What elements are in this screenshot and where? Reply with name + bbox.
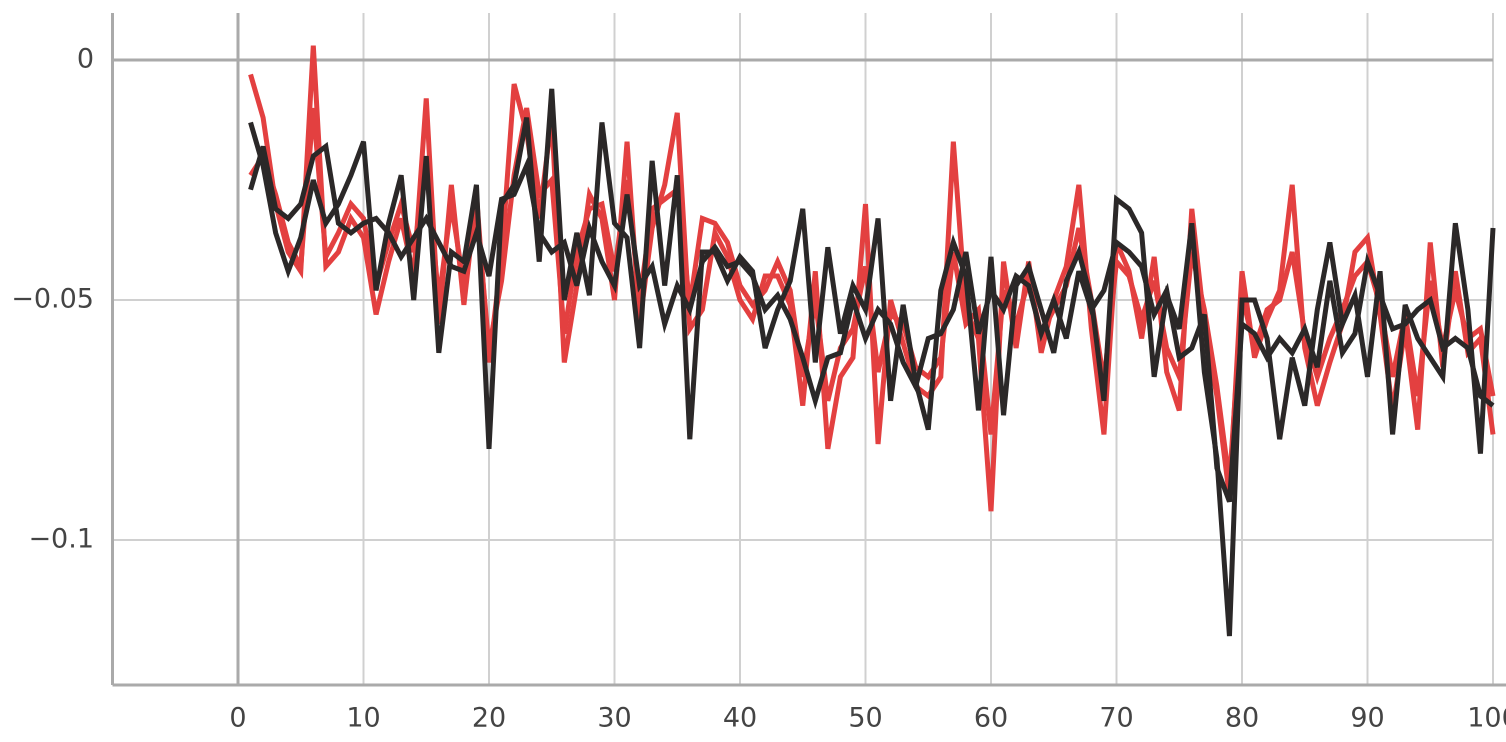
- x-tick-label: 40: [723, 703, 757, 734]
- x-tick-label: 20: [472, 703, 506, 734]
- y-tick-label: −0.05: [11, 284, 94, 315]
- series-line: [248, 88, 1496, 637]
- series-line: [248, 141, 1495, 503]
- x-tick-label: 50: [848, 703, 882, 734]
- x-tick-label: 90: [1350, 703, 1384, 734]
- x-tick-label: 70: [1099, 703, 1133, 734]
- x-tick-label: 60: [974, 703, 1008, 734]
- x-tick-label: 30: [597, 703, 631, 734]
- y-tick-label: −0.1: [28, 524, 94, 555]
- x-tick-label: 0: [229, 703, 246, 734]
- x-tick-label: 10: [346, 703, 380, 734]
- x-tick-label: 100: [1467, 703, 1506, 734]
- x-tick-label: 80: [1225, 703, 1259, 734]
- y-tick-label: 0: [77, 44, 94, 75]
